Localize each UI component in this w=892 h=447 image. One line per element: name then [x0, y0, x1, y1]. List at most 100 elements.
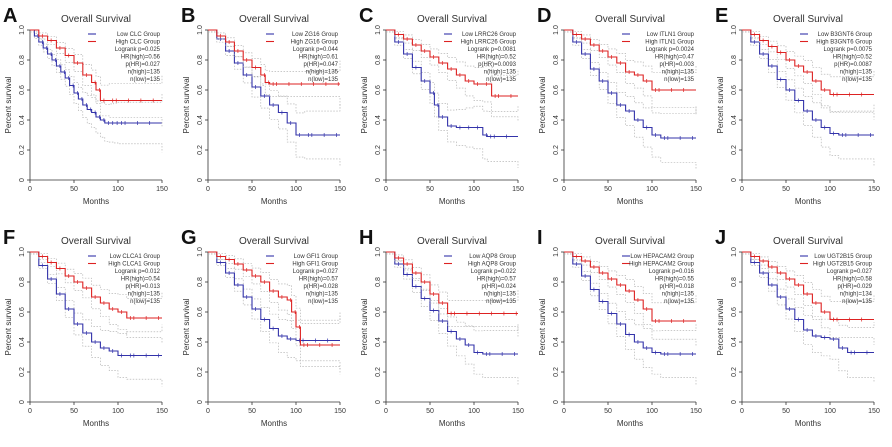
stats-text: n(low)=135 [842, 299, 873, 305]
y-tick-label: 0.8 [375, 277, 382, 287]
stats-text: p(HR)=0.029 [837, 284, 872, 290]
x-tick-label: 150 [156, 186, 168, 193]
ci-upper-line [208, 251, 341, 324]
ci-lower-line [742, 31, 875, 120]
stats-text: HR(high)=0.58 [833, 277, 873, 283]
x-tick-label: 50 [604, 186, 612, 193]
ci-upper-line [386, 29, 519, 112]
stats-text: n(low)=135 [130, 77, 161, 83]
ci-lower-line [386, 31, 519, 122]
legend-entry: Low LRRC26 Group [462, 32, 517, 38]
legend-entry: High ITLN1 Group [645, 40, 694, 46]
ci-lower-line [30, 253, 163, 387]
survival-curve-low [30, 29, 162, 124]
ci-lower-line [742, 31, 875, 167]
stats-text: n(high)=135 [662, 292, 695, 298]
stats-text: HR(high)=0.57 [299, 277, 339, 283]
panel-label: D [537, 5, 551, 27]
stats-text: HR(high)=0.56 [121, 55, 161, 61]
y-tick-label: 0 [553, 400, 560, 404]
x-axis-label: Months [261, 419, 287, 428]
stats-text: HR(high)=0.52 [833, 55, 873, 61]
stats-text: p(HR)=0.0093 [478, 62, 517, 68]
stats-text: p(HR)=0.003 [659, 62, 694, 68]
x-tick-label: 150 [868, 186, 880, 193]
stats-text: n(high)=134 [840, 292, 873, 298]
chart-title: Overall Survival [61, 236, 131, 247]
survival-curve-high [208, 29, 340, 85]
x-tick-label: 100 [646, 408, 658, 415]
ci-upper-line [564, 251, 697, 304]
panel-label: E [715, 5, 728, 27]
stats-text: n(high)=135 [840, 70, 873, 76]
y-tick-label: 0.8 [19, 55, 26, 65]
legend-entry: High HEPACAM2 Group [629, 262, 695, 268]
stats-text: n(high)=135 [484, 70, 517, 76]
y-tick-label: 0.6 [553, 307, 560, 317]
legend-entry: High CLC Group [116, 40, 161, 46]
stats-text: n(high)=135 [306, 292, 339, 298]
y-tick-label: 0.6 [197, 307, 204, 317]
chart-title: Overall Survival [417, 14, 487, 25]
y-tick-label: 0.2 [19, 367, 26, 377]
chart-panel-c: C Overall Survival 0 0.2 0.4 0.6 0.8 1.0 0 50 100 1… [359, 5, 524, 206]
x-tick-label: 50 [70, 408, 78, 415]
ci-lower-line [386, 31, 519, 168]
chart-title: Overall Survival [773, 14, 843, 25]
survival-curve-high [386, 251, 518, 315]
x-tick-label: 150 [512, 186, 524, 193]
y-tick-label: 0.2 [553, 145, 560, 155]
stats-text: n(low)=135 [664, 299, 695, 305]
stats-text: p(HR)=0.028 [303, 284, 338, 290]
stats-text: n(low)=135 [130, 299, 161, 305]
y-tick-label: 0.6 [731, 85, 738, 95]
legend-entry: Low AQP8 Group [469, 254, 516, 260]
y-tick-label: 0.2 [197, 367, 204, 377]
chart-title: Overall Survival [239, 236, 309, 247]
stats-text: Logrank p=0.027 [827, 269, 873, 275]
y-tick-label: 0.6 [731, 307, 738, 317]
survival-curve-low [30, 251, 162, 357]
legend-entry: Low ITLN1 Group [647, 32, 695, 38]
stats-text: HR(high)=0.61 [299, 55, 339, 61]
ci-lower-line [386, 253, 519, 385]
stats-text: Logrank p=0.0024 [645, 47, 694, 53]
stats-text: n(high)=135 [128, 70, 161, 76]
ci-upper-line [742, 251, 875, 302]
x-tick-label: 0 [28, 186, 32, 193]
x-tick-label: 0 [384, 408, 388, 415]
y-tick-label: 0.2 [731, 367, 738, 377]
panel-label: G [181, 227, 197, 249]
ci-lower-line [30, 253, 163, 344]
panel-label: I [537, 227, 543, 249]
legend-entry: High ZG16 Group [291, 40, 339, 46]
x-tick-label: 0 [206, 186, 210, 193]
stats-text: n(low)=135 [486, 77, 517, 83]
y-tick-label: 0.2 [553, 367, 560, 377]
ci-lower-line [386, 253, 519, 339]
x-tick-label: 150 [690, 408, 702, 415]
stats-text: p(HR)=0.0087 [834, 62, 873, 68]
y-tick-label: 1.0 [375, 25, 382, 35]
chart-panel-f: F Overall Survival 0 0.2 0.4 0.6 0.8 1.0 0 50 100 1… [3, 227, 168, 428]
y-tick-label: 1.0 [375, 247, 382, 257]
x-axis-label: Months [795, 197, 821, 206]
legend-entry: High AQP8 Group [468, 262, 517, 268]
x-tick-label: 50 [426, 408, 434, 415]
chart-title: Overall Survival [595, 236, 665, 247]
stats-text: p(HR)=0.018 [659, 284, 694, 290]
x-axis-label: Months [83, 419, 109, 428]
stats-text: HR(high)=0.52 [477, 55, 517, 61]
survival-curve-low [564, 29, 696, 139]
y-tick-label: 0.8 [197, 55, 204, 65]
stats-text: Logrank p=0.022 [471, 269, 517, 275]
legend-entry: High LRRC26 Group [461, 40, 517, 46]
x-tick-label: 0 [740, 408, 744, 415]
survival-curve-low [564, 251, 696, 355]
survival-curve-high [742, 29, 874, 96]
legend-entry: Low GFI1 Group [294, 254, 339, 260]
y-tick-label: 0.8 [553, 277, 560, 287]
y-tick-label: 0 [731, 400, 738, 404]
panel-label: H [359, 227, 373, 249]
stats-text: Logrank p=0.016 [649, 269, 695, 275]
